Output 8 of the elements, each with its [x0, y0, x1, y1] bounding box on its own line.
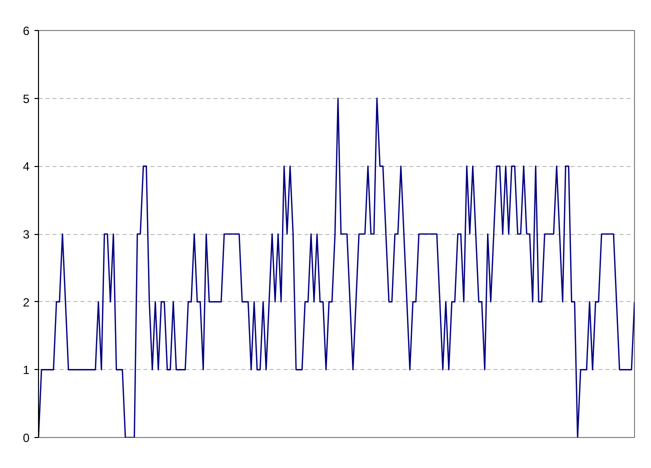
y-tick-label: 0: [22, 431, 30, 445]
y-tick-label: 4: [22, 160, 30, 174]
y-tick-label: 3: [22, 228, 30, 242]
y-tick-label: 6: [22, 24, 30, 38]
y-tick-label: 2: [22, 295, 30, 310]
line-series: [38, 98, 634, 438]
y-tick-label: 5: [22, 92, 30, 106]
y-tick-label: 1: [22, 363, 30, 378]
